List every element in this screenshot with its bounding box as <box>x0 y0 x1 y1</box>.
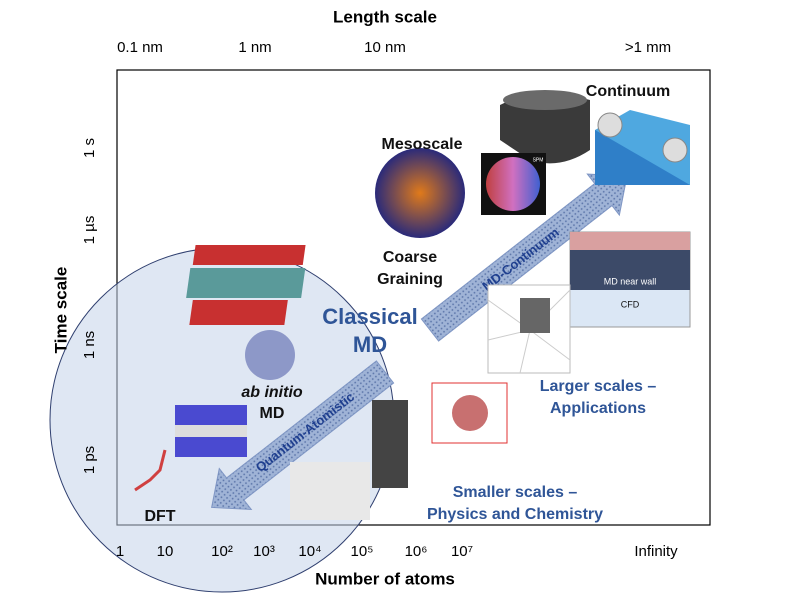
larger-scales-label: Larger scales – <box>540 378 657 395</box>
continuum-images <box>500 90 690 185</box>
classical-md-label: MD <box>353 332 387 357</box>
smaller-scales-label: Physics and Chemistry <box>427 506 603 523</box>
bottom-tick: 10³ <box>253 543 275 560</box>
bottom-axis-title: Number of atoms <box>315 569 455 588</box>
larger-scales-label: Applications <box>550 400 646 417</box>
left-tick: 1 s <box>81 138 98 158</box>
ab-initio-md-label: MD <box>260 405 285 422</box>
arrow-label: MD-Continuum <box>479 225 562 294</box>
left-tick: 1 ps <box>81 446 98 474</box>
bottom-tick: 10² <box>211 543 233 560</box>
bottom-tick: 10⁵ <box>351 543 374 560</box>
smaller-scales-label: Smaller scales – <box>453 484 578 501</box>
ab-initio-label: ab initio <box>241 384 303 401</box>
coarse-graining-label: Graining <box>377 271 443 288</box>
continuum-label: Continuum <box>586 83 670 100</box>
bottom-tick: 1 <box>116 543 124 560</box>
cfd-label: CFD <box>621 299 640 309</box>
top-tick: 10 nm <box>364 39 406 56</box>
top-axis-title: Length scale <box>333 7 437 26</box>
mesoscale-images: SPM <box>375 148 546 238</box>
bottom-tick: 10⁴ <box>298 543 321 560</box>
mesoscale-label: Mesoscale <box>382 136 463 153</box>
coarse-graining-label: Coarse <box>383 249 437 266</box>
bottom-tick: 10⁶ <box>405 543 428 560</box>
left-axis-title: Time scale <box>51 267 70 354</box>
left-tick: 1 µs <box>81 216 98 245</box>
classical-md-label: Classical <box>322 304 417 329</box>
spm-label: SPM <box>533 157 544 163</box>
md-cfd-image: MD near wall CFD <box>487 231 691 374</box>
md-near-wall-label: MD near wall <box>604 276 657 286</box>
dft-label: DFT <box>144 508 175 525</box>
molecular-images <box>134 245 508 520</box>
left-tick: 1 ns <box>81 331 98 359</box>
top-tick: >1 mm <box>625 39 671 56</box>
top-tick: 1 nm <box>238 39 271 56</box>
top-tick: 0.1 nm <box>117 39 163 56</box>
bottom-tick: 10 <box>157 543 174 560</box>
bottom-tick: 10⁷ <box>451 543 473 560</box>
bottom-tick: Infinity <box>634 543 678 560</box>
